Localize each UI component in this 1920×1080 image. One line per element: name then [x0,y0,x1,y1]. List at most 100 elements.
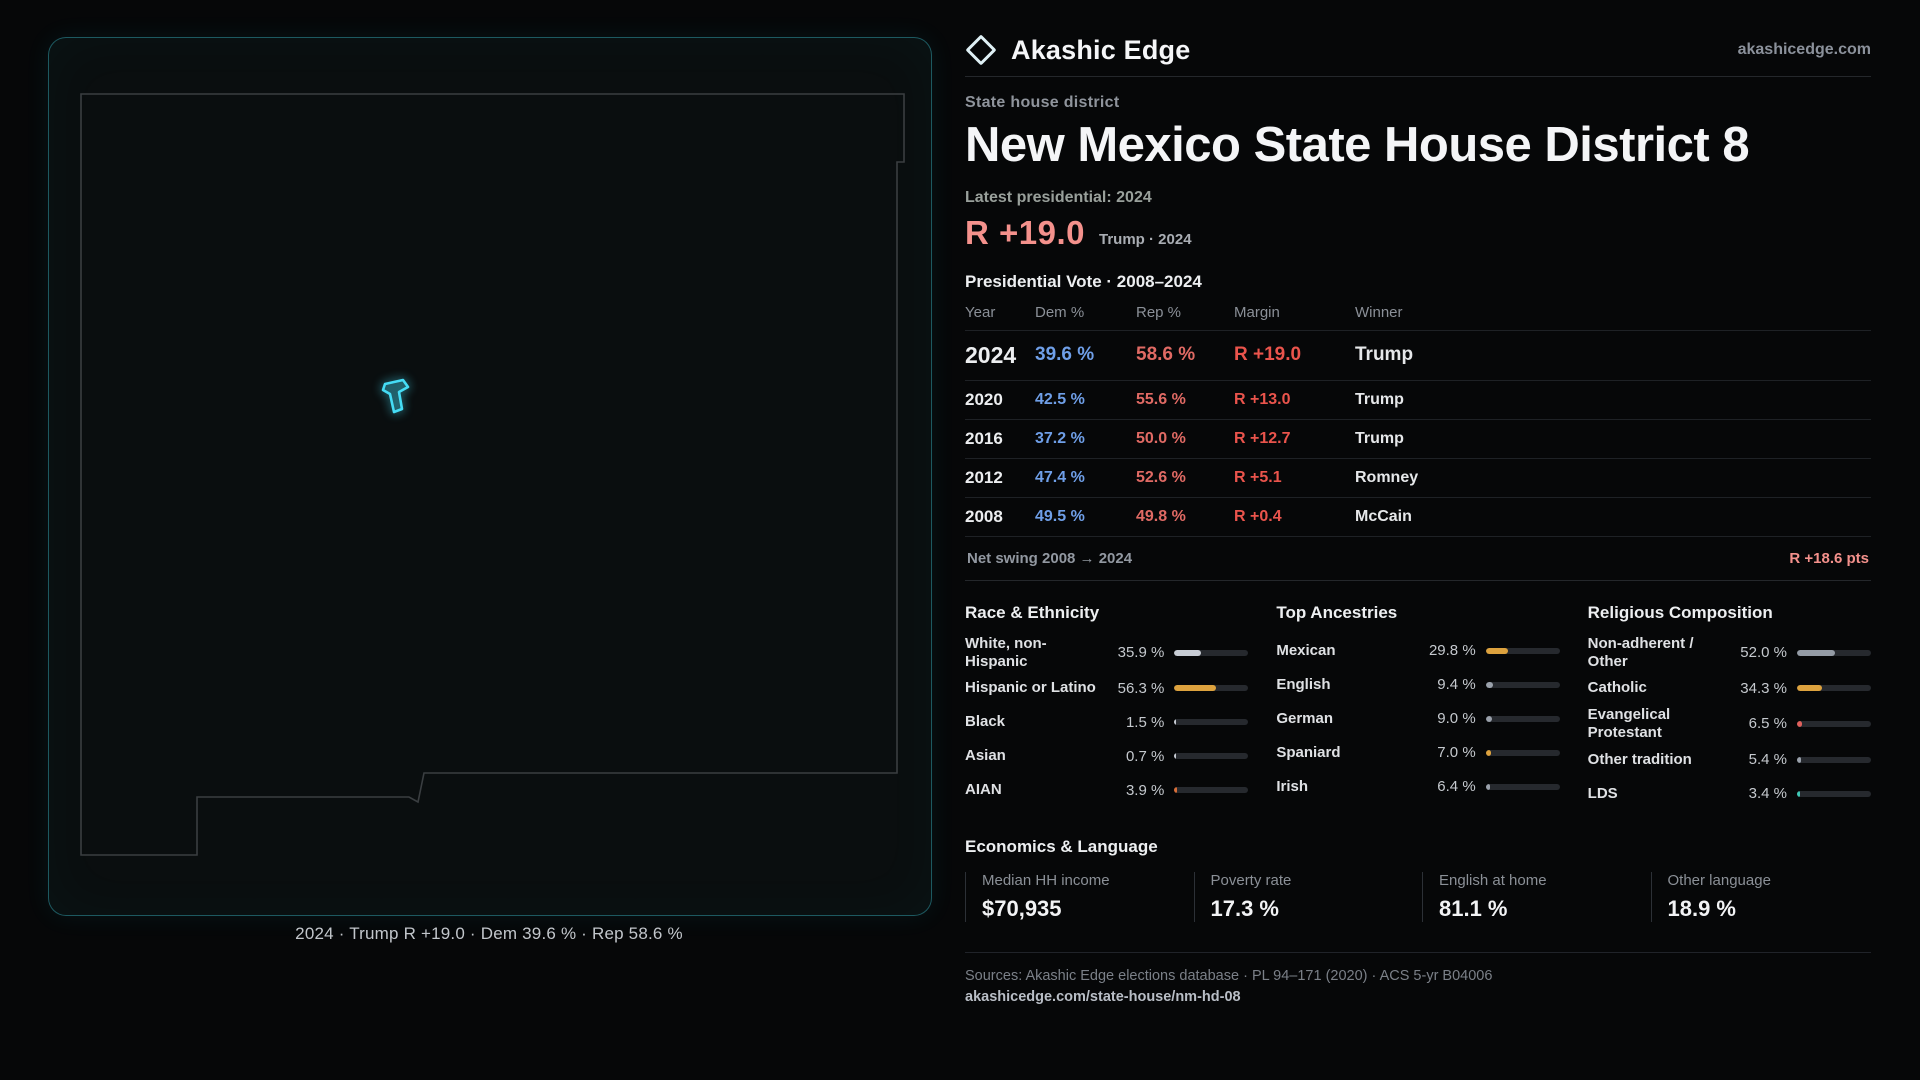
vote-row-2024: 2024 39.6 % 58.6 % R +19.0 Trump [965,331,1871,381]
district-map-panel [48,37,932,916]
district-8-shape [381,378,410,414]
bar-track [1174,685,1249,692]
bar-fill [1174,787,1178,794]
vote-rep-pct: 50.0 % [1136,429,1186,447]
religious-composition-group: Religious Composition Non-adherent / Oth… [1588,603,1871,811]
bar-track [1797,790,1871,797]
bar-track [1485,681,1560,688]
econ-stat-label: Other language [1667,871,1771,889]
headline-margin-row: R +19.0 Trump · 2024 [965,214,1871,252]
top-ancestries-group: Top Ancestries Mexican 29.8 % English 9.4 %… [1276,602,1560,811]
vote-table-body: 2024 39.6 % 58.6 % R +19.0 Trump 2020 42.5 % 55… [965,331,1871,537]
econ-stat-label: Median HH income [982,871,1110,889]
demo-row: Evangelical Protestant 6.5 % [1588,705,1871,742]
demo-group-title: Top Ancestries [1276,602,1398,622]
econ-stat-value: $70,935 [982,895,1062,921]
demo-rows: White, non-Hispanic 35.9 % Hispanic or Lat… [965,634,1249,807]
vote-col-winner: Winner [1355,303,1403,321]
race-ethnicity-group: Race & Ethnicity White, non-Hispanic 35.9… [965,602,1249,811]
demo-value: 6.5 % [1748,715,1787,733]
demo-group-title: Religious Composition [1587,602,1773,622]
state-outline [80,93,905,856]
vote-row-2016: 2016 37.2 % 50.0 % R +12.7 Trump [965,420,1871,459]
brand-domain-link[interactable]: akashicedge.com [1737,41,1871,58]
bar-track [1174,753,1249,760]
vote-row-2020: 2020 42.5 % 55.6 % R +13.0 Trump [965,381,1871,420]
demo-label: AIAN [965,781,1002,799]
vote-year: 2012 [965,467,1003,487]
vote-rep-pct: 58.6 % [1136,344,1196,366]
vote-col-rep: Rep % [1136,303,1182,321]
demo-row: Other tradition 5.4 % [1588,743,1871,777]
demo-label: Other tradition [1587,750,1692,768]
bar-fill [1174,685,1216,692]
demo-value: 56.3 % [1117,679,1165,697]
bar-fill [1797,720,1802,727]
vote-col-dem: Dem % [1035,303,1085,321]
economics-title: Economics & Language [965,836,1158,856]
demo-row: White, non-Hispanic 35.9 % [965,634,1249,671]
demo-label: Asian [965,747,1006,765]
econ-stat-value: 81.1 % [1439,895,1508,921]
econ-stat-value: 18.9 % [1667,895,1737,921]
bar-track [1797,720,1871,727]
demographics-section: Race & Ethnicity White, non-Hispanic 35.9… [965,603,1871,811]
permalink-link[interactable]: akashicedge.com/state-house/nm-hd-08 [965,988,1241,1005]
demo-label: Mexican [1276,642,1336,660]
demo-row: Non-adherent / Other 52.0 % [1588,634,1871,671]
demo-value: 9.0 % [1437,710,1476,728]
vote-col-margin: Margin [1234,303,1280,321]
vote-dem-pct: 37.2 % [1035,429,1085,447]
demo-label: LDS [1587,784,1618,802]
demo-label: Spaniard [1276,744,1341,762]
vote-dem-pct: 42.5 % [1035,390,1085,408]
brand-diamond-icon [965,34,997,66]
demo-value: 52.0 % [1740,644,1787,662]
demo-group-title: Race & Ethnicity [965,602,1100,622]
demo-label: Black [965,713,1006,731]
demo-label: English [1276,676,1331,694]
demo-row: Hispanic or Latino 56.3 % [965,671,1249,705]
vote-winner: Trump [1355,344,1414,366]
vote-year: 2016 [965,428,1003,448]
headline-margin: R +19.0 [965,213,1085,251]
demo-row: LDS 3.4 % [1588,777,1871,811]
bar-track [1797,756,1871,763]
demo-label: White, non-Hispanic [965,634,1047,670]
demo-value: 34.3 % [1740,679,1787,697]
bar-fill [1174,753,1177,760]
demo-value: 6.4 % [1437,778,1476,796]
vote-margin: R +5.1 [1234,468,1282,486]
vote-row-2008: 2008 49.5 % 49.8 % R +0.4 McCain [965,498,1871,537]
latest-presidential-label: Latest presidential: 2024 [965,188,1152,206]
demo-label: Irish [1276,778,1309,796]
demo-value: 7.0 % [1437,744,1476,762]
vote-year: 2020 [965,389,1003,409]
vote-margin: R +0.4 [1234,507,1282,525]
bar-fill [1485,681,1493,688]
demo-value: 9.4 % [1437,676,1476,694]
net-swing-label: Net swing 2008 → 2024 [967,549,1133,567]
vote-rep-pct: 52.6 % [1136,468,1186,486]
bar-fill [1174,649,1201,656]
economics-stats: Median HH income $70,935 Poverty rate 17.3 … [965,871,1871,922]
vote-table-title: Presidential Vote · 2008–2024 [965,271,1202,291]
net-swing-value: R +18.6 pts [1789,549,1869,567]
bar-track [1174,649,1249,656]
vote-row-2012: 2012 47.4 % 52.6 % R +5.1 Romney [965,459,1871,498]
econ-stat: Median HH income $70,935 [965,871,1186,922]
new-mexico-map [80,93,905,856]
vote-rep-pct: 55.6 % [1136,390,1186,408]
economics-section: Economics & Language Median HH income $70… [965,837,1871,922]
demo-label: Evangelical Protestant [1587,706,1671,741]
vote-table-header: Year Dem % Rep % Margin Winner [965,304,1871,331]
econ-stat-label: Poverty rate [1210,871,1292,889]
headline-context: Trump · 2024 [1099,230,1192,248]
demo-row: Catholic 34.3 % [1588,671,1871,705]
vote-margin: R +13.0 [1234,390,1291,408]
map-caption: 2024 · Trump R +19.0 · Dem 39.6 % · Rep … [295,924,683,943]
net-swing-row: Net swing 2008 → 2024 R +18.6 pts [965,537,1871,581]
demo-row: German 9.0 % [1276,702,1560,736]
bar-track [1485,749,1560,756]
